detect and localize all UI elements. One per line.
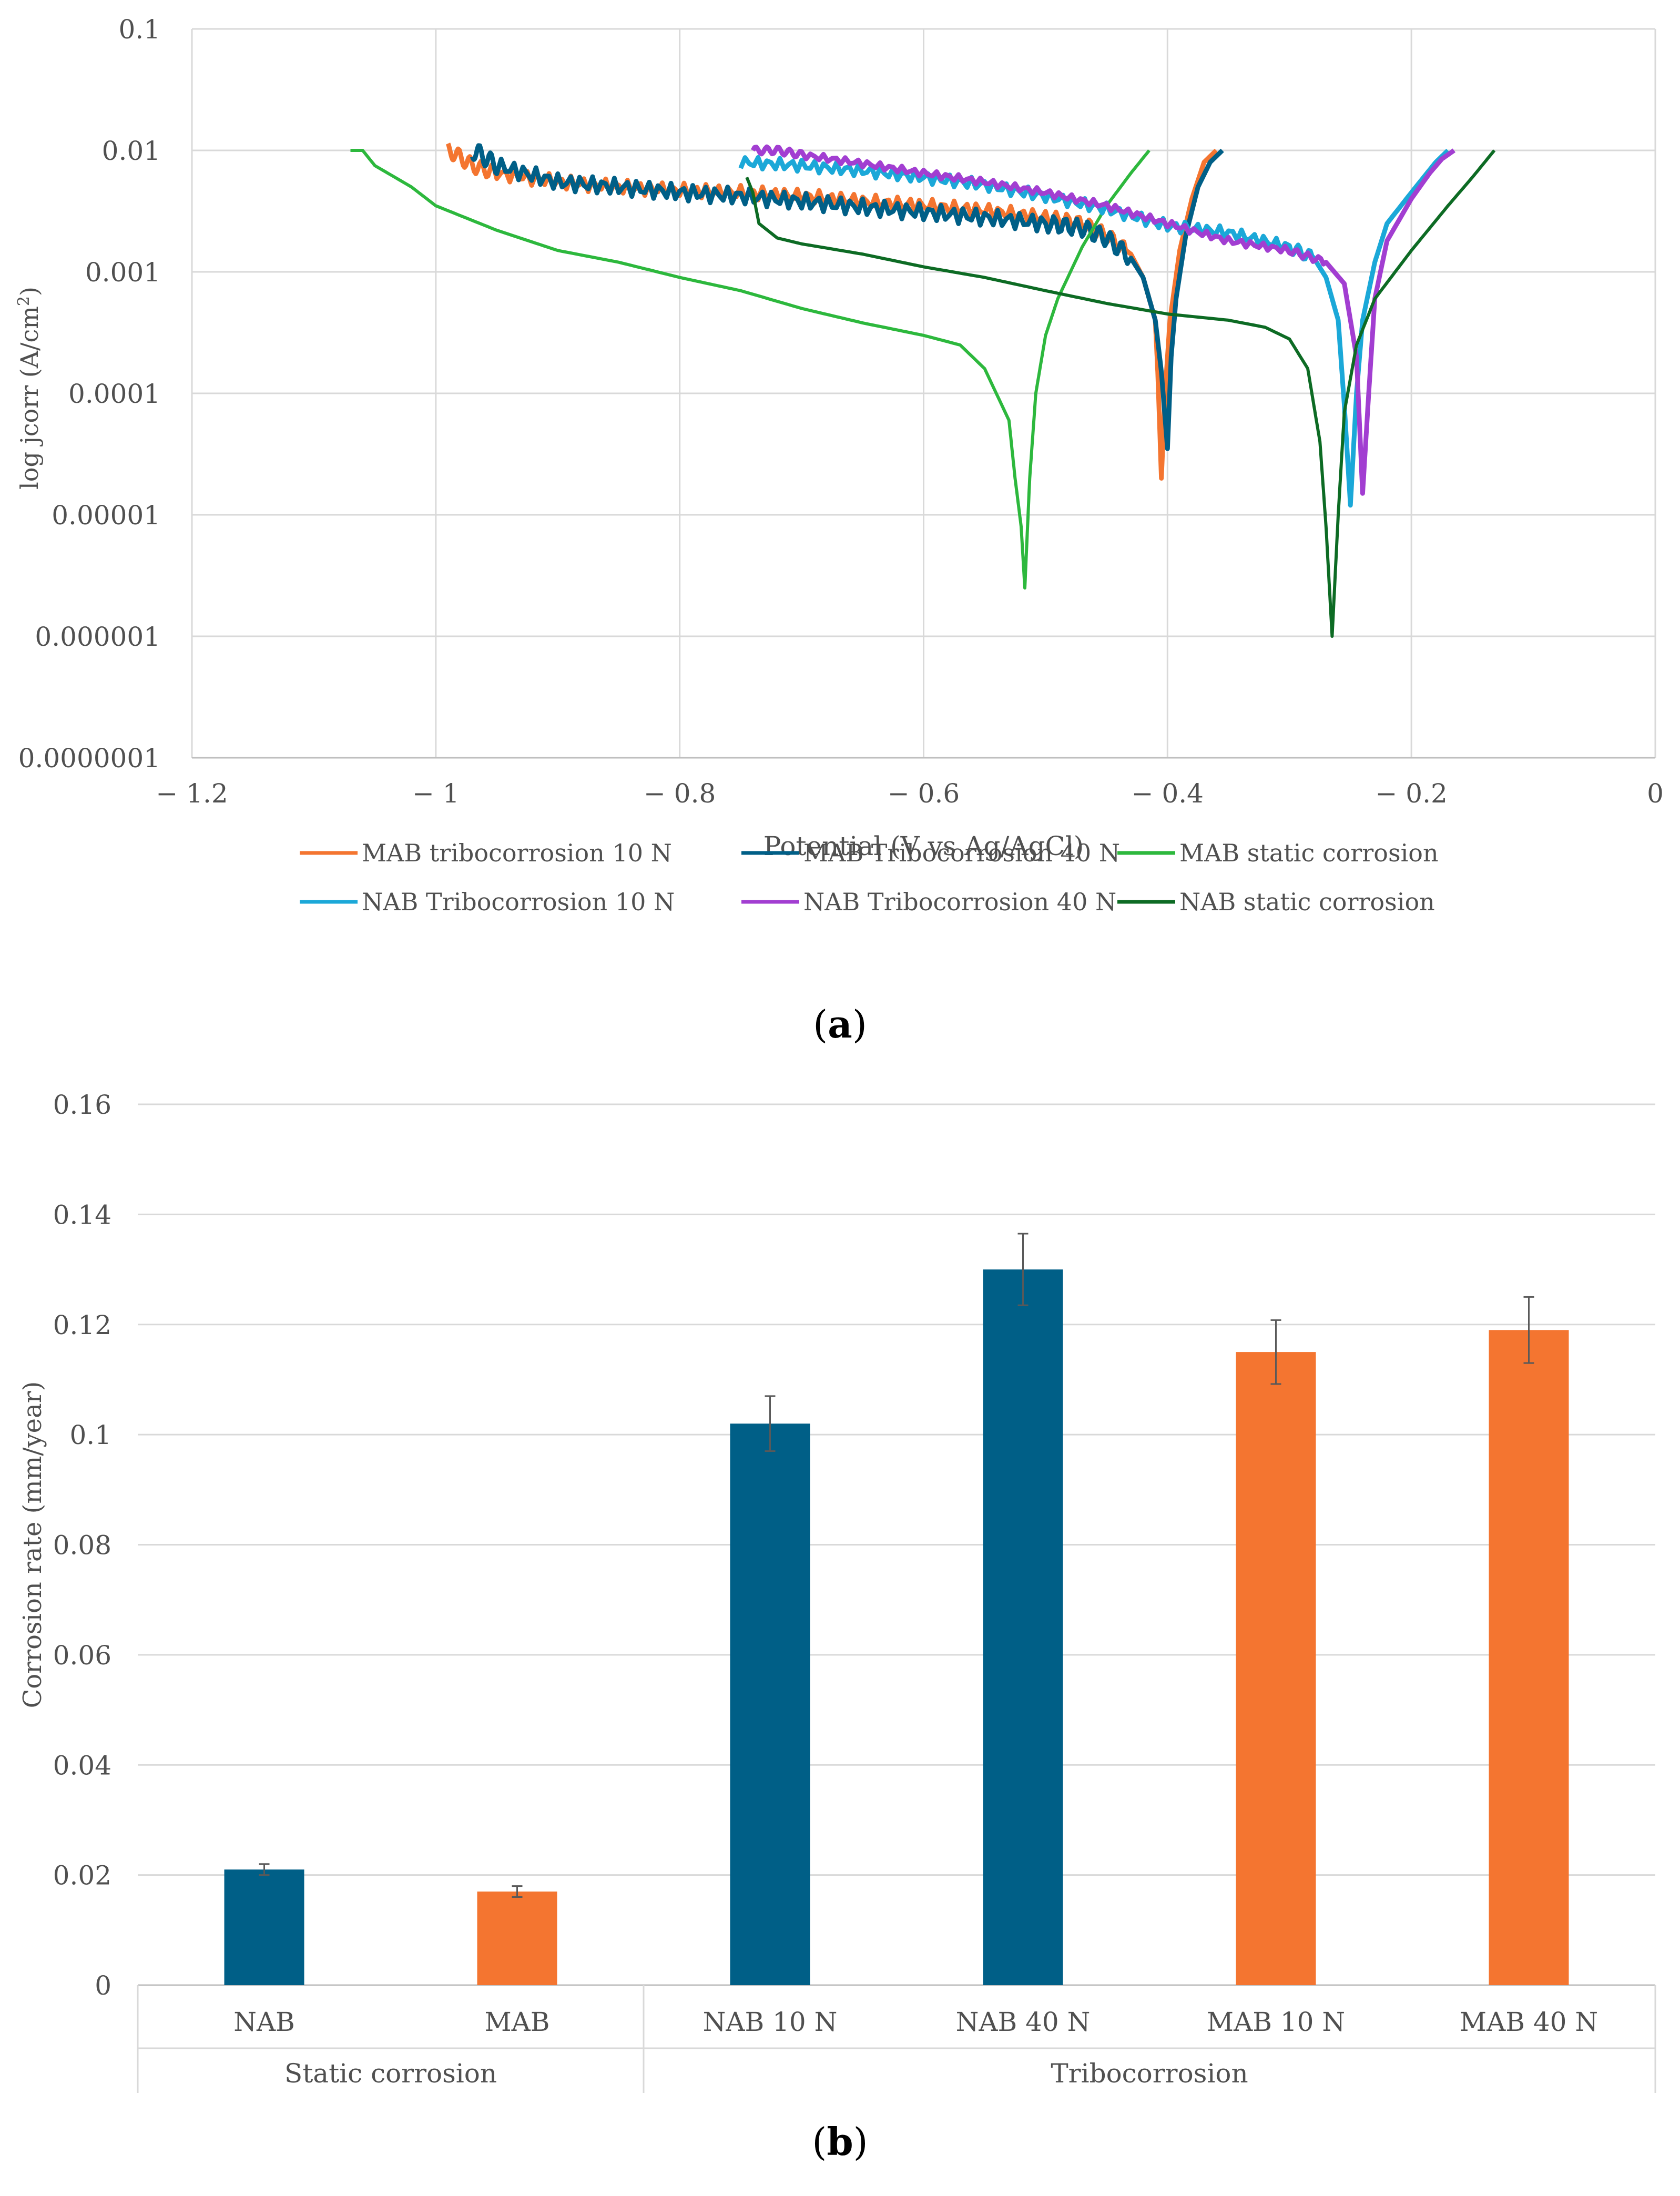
x-tick-label: − 1 — [412, 778, 460, 809]
y-tick-label: 0.14 — [53, 1199, 111, 1230]
category-label-2: MAB — [484, 2007, 549, 2037]
legend-label-1: MAB tribocorrosion 10 N — [362, 839, 672, 867]
category-label-4: NAB 40 N — [956, 2007, 1091, 2037]
group-label-2: Tribocorrosion — [1051, 2058, 1248, 2089]
series-line-1 — [445, 142, 1218, 481]
bar-5 — [1236, 1352, 1316, 1985]
y-tick-label: 0.00001 — [52, 500, 160, 531]
y-tick-label: 0 — [95, 1970, 111, 2001]
group-label-1: Static corrosion — [284, 2058, 497, 2089]
x-tick-label: − 0.4 — [1132, 778, 1204, 809]
y-tick-label: 0.1 — [69, 1420, 111, 1450]
y-tick-label: 0.04 — [53, 1750, 111, 1781]
x-tick-label: − 0.6 — [888, 778, 960, 809]
panel-label-a: (a) — [813, 1002, 867, 1046]
polarization-chart: 0.1 0.01 0.001 0.0001 0.00001 0.000001 0.00000… — [0, 0, 1680, 947]
y-tick-label: 0.0001 — [68, 379, 160, 409]
category-label-1: NAB — [233, 2007, 295, 2037]
category-label-5: MAB 10 N — [1207, 2007, 1345, 2037]
legend-label-5: NAB Tribocorrosion 40 N — [803, 888, 1116, 916]
x-tick-label: 0 — [1647, 778, 1664, 809]
legend-label-2: MAB Tribocorrosion 40 N — [803, 839, 1120, 867]
y-axis-title: Corrosion rate (mm/year) — [18, 1381, 47, 1709]
y-tick-label: 0.06 — [53, 1640, 111, 1671]
x-tick-label: − 0.8 — [644, 778, 716, 809]
series-line-2 — [470, 143, 1224, 451]
y-tick-label: 0.000001 — [35, 622, 160, 652]
y-tick-label: 0.12 — [53, 1310, 111, 1340]
bar-4 — [983, 1269, 1063, 1985]
category-label-3: NAB 10 N — [703, 2007, 838, 2037]
y-tick-label: 0.0000001 — [18, 743, 160, 774]
series-line-6 — [745, 149, 1496, 638]
y-tick-label: 0.01 — [102, 136, 160, 166]
y-tick-label: 0.08 — [53, 1530, 111, 1561]
corrosion-rate-chart: 0 0.02 0.04 0.06 0.08 0.1 0.12 0.14 0.16 Corrosio… — [0, 1062, 1680, 2093]
x-tick-label: − 1.2 — [156, 778, 228, 809]
legend-label-3: MAB static corrosion — [1179, 839, 1439, 867]
corrosion-rate-chart-svg: 0 0.02 0.04 0.06 0.08 0.1 0.12 0.14 0.16 Corrosio… — [18, 1090, 1656, 2093]
y-tick-label: 0.16 — [53, 1090, 111, 1120]
series-line-3 — [350, 149, 1150, 590]
y-axis-title: log jcorr (A/cm2) — [15, 287, 44, 490]
category-label-6: MAB 40 N — [1460, 2007, 1598, 2037]
y-tick-label: 0.02 — [53, 1860, 111, 1891]
x-tick-label: − 0.2 — [1376, 778, 1448, 809]
bar-2 — [477, 1892, 557, 1985]
bar-1 — [224, 1869, 304, 1985]
panel-label-b: (b) — [812, 2119, 868, 2164]
polarization-chart-svg: 0.1 0.01 0.001 0.0001 0.00001 0.000001 0.00000… — [15, 14, 1664, 916]
legend-label-6: NAB static corrosion — [1179, 888, 1435, 916]
y-tick-label: 0.1 — [118, 14, 160, 45]
legend-label-4: NAB Tribocorrosion 10 N — [362, 888, 675, 916]
series-line-5 — [750, 144, 1456, 496]
bar-6 — [1489, 1330, 1569, 1985]
y-tick-label: 0.001 — [85, 257, 160, 288]
x-axis-title: Potential (V vs Ag/AgCl) — [763, 831, 1084, 861]
bar-3 — [730, 1424, 810, 1985]
